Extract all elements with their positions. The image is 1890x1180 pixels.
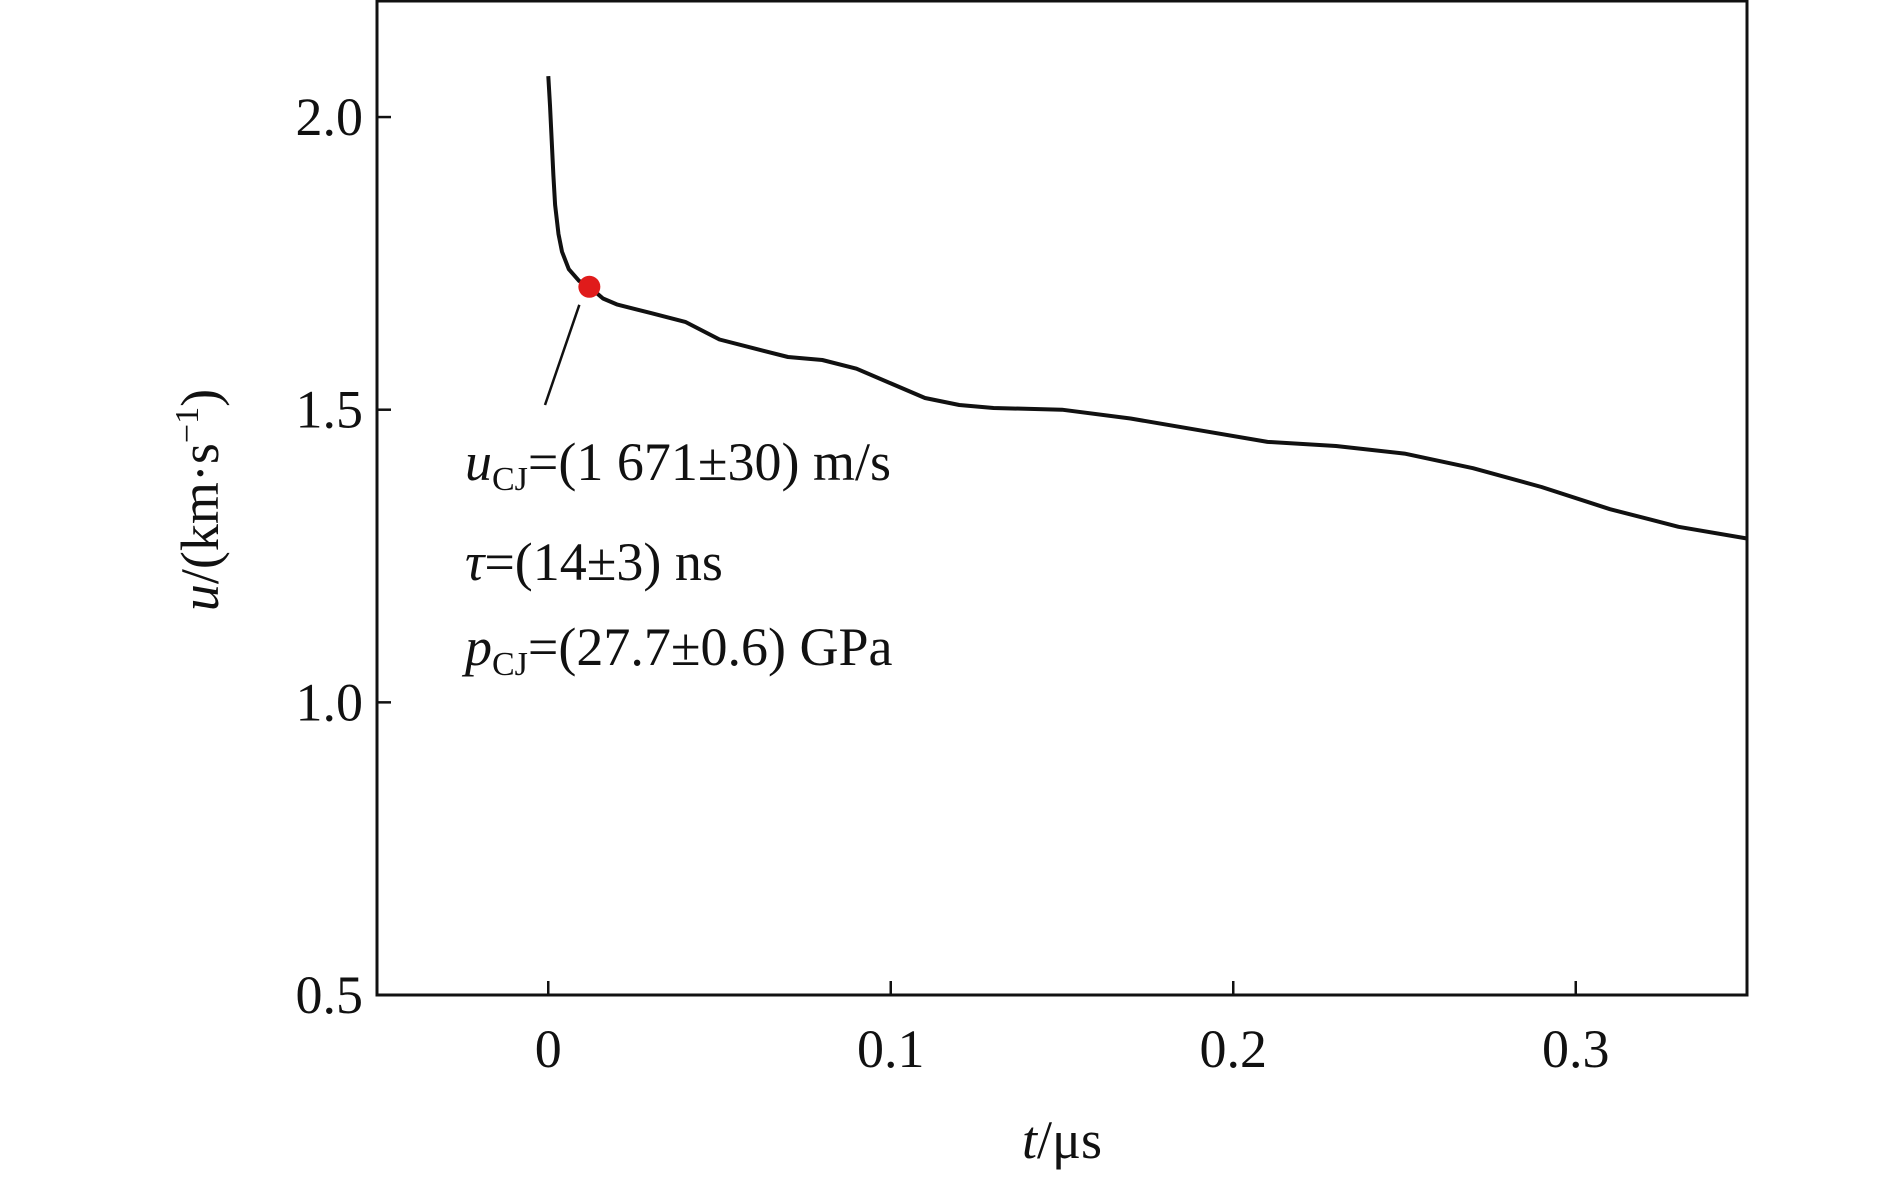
y-tick-label: 1.0 xyxy=(296,672,364,732)
x-axis-ticks: 0 0.1 0.2 0.3 xyxy=(535,981,1610,1079)
series-layer xyxy=(543,75,1748,541)
x-axis-variable: t xyxy=(1022,1110,1039,1170)
annotation-variable: τ xyxy=(465,532,486,592)
y-axis-label: u/(km·s−1) xyxy=(169,389,230,611)
y-axis-ticks: 0.5 1.0 1.5 2.0 xyxy=(296,87,391,1025)
x-axis-unit: /μs xyxy=(1037,1110,1102,1170)
y-axis-variable: u xyxy=(170,584,230,611)
x-tick-label: 0.1 xyxy=(857,1019,925,1079)
annotation-line: pCJ=(27.7±0.6) GPa xyxy=(461,617,893,683)
y-axis-unit-prefix: /(km·s xyxy=(170,443,230,584)
y-tick-label: 0.5 xyxy=(296,965,364,1025)
annotation-value: =(1 671±30) m/s xyxy=(528,432,891,492)
annotation-leader-line xyxy=(543,304,581,406)
x-tick-label: 0 xyxy=(535,1019,562,1079)
annotation-value: =(27.7±0.6) GPa xyxy=(528,617,893,677)
annotation-subscript: CJ xyxy=(492,646,528,683)
x-tick-label: 0.2 xyxy=(1200,1019,1268,1079)
cj-point-marker xyxy=(578,275,601,298)
y-axis-unit-suffix: ) xyxy=(170,389,230,407)
x-tick-label: 0.3 xyxy=(1542,1019,1610,1079)
annotation-line: τ=(14±3) ns xyxy=(465,532,723,592)
annotation-variable: p xyxy=(461,617,492,677)
plot-border xyxy=(375,0,1749,997)
y-axis-unit-superscript: −1 xyxy=(169,407,206,443)
annotation-variable: u xyxy=(465,432,492,492)
y-tick-label: 1.5 xyxy=(296,380,364,440)
annotation-value: =(14±3) ns xyxy=(484,532,723,592)
y-tick-label: 2.0 xyxy=(296,87,364,147)
annotation-layer: uCJ=(1 671±30) m/sτ=(14±3) nspCJ=(27.7±0… xyxy=(461,432,893,683)
annotation-line: uCJ=(1 671±30) m/s xyxy=(465,432,891,498)
velocity-series-line xyxy=(546,75,1748,541)
plot-frame xyxy=(375,0,1749,997)
annotation-subscript: CJ xyxy=(492,461,528,498)
x-axis-label: t/μs xyxy=(1022,1110,1102,1170)
